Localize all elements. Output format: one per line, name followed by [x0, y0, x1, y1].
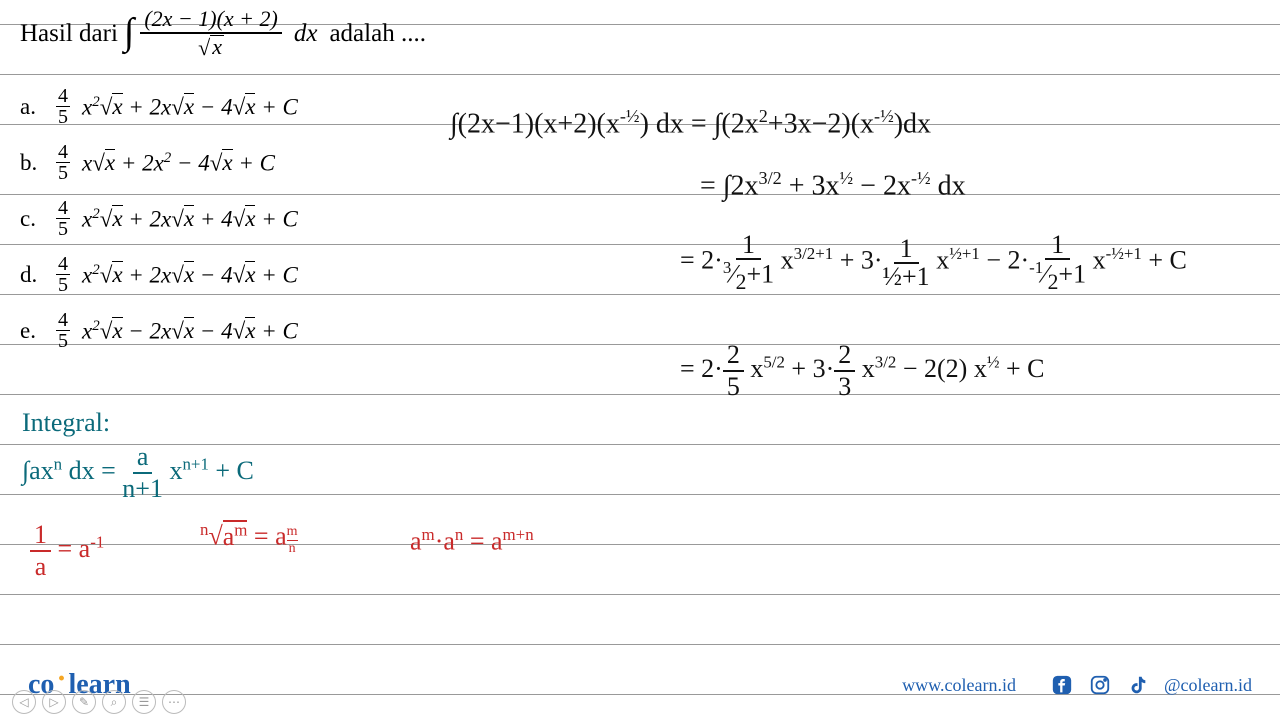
tiktok-icon[interactable]	[1126, 673, 1150, 697]
integral-title: Integral:	[22, 408, 110, 438]
footer-url[interactable]: www.colearn.id	[902, 675, 1016, 696]
differential: dx	[294, 20, 318, 48]
next-button[interactable]: ▷	[42, 690, 66, 714]
option-label: a.	[20, 94, 44, 120]
fraction-icon: 45	[56, 143, 70, 183]
option-label: c.	[20, 206, 44, 232]
option-b: b. 45 x√x + 2x2 − 4√x + C	[20, 135, 1260, 191]
option-e: e. 45 x2√x − 2x√x − 4√x + C	[20, 303, 1260, 359]
footer-right: www.colearn.id @colearn.id	[902, 673, 1252, 697]
integral-rule: ∫axn dx = an+1 xn+1 + C	[22, 442, 254, 504]
answer-options: a. 45 x2√x + 2x√x − 4√x + C b. 45 x√x + …	[20, 79, 1260, 359]
option-expr: x2√x − 2x√x − 4√x + C	[82, 318, 298, 345]
player-controls: ◁ ▷ ✎ ⌕ ☰ ⋯	[12, 690, 186, 714]
page-content: Hasil dari ∫ (2x − 1)(x + 2) x dx adalah…	[0, 0, 1280, 367]
option-a: a. 45 x2√x + 2x√x − 4√x + C	[20, 79, 1260, 135]
question-prefix: Hasil dari	[20, 20, 118, 48]
numerator: (2x − 1)(x + 2)	[140, 8, 282, 34]
option-expr: x2√x + 2x√x − 4√x + C	[82, 262, 298, 289]
option-label: b.	[20, 150, 44, 176]
edit-button[interactable]: ✎	[72, 690, 96, 714]
footer: co·learn www.colearn.id @colearn.id	[0, 658, 1280, 720]
more-button[interactable]: ⋯	[162, 690, 186, 714]
red-rule-1: 1a = a-1	[30, 520, 104, 582]
fraction-icon: 45	[56, 255, 70, 295]
integrand-fraction: (2x − 1)(x + 2) x	[140, 8, 282, 59]
denominator: x	[198, 34, 224, 59]
instagram-icon[interactable]	[1088, 673, 1112, 697]
prev-button[interactable]: ◁	[12, 690, 36, 714]
question-text: Hasil dari ∫ (2x − 1)(x + 2) x dx adalah…	[20, 8, 1260, 59]
option-label: d.	[20, 262, 44, 288]
integral-sign: ∫	[124, 10, 134, 54]
red-rule-2: n√am = amn	[200, 520, 298, 557]
option-label: e.	[20, 318, 44, 344]
facebook-icon[interactable]	[1050, 673, 1074, 697]
option-expr: x√x + 2x2 − 4√x + C	[82, 150, 275, 177]
fraction-icon: 45	[56, 87, 70, 127]
footer-handle[interactable]: @colearn.id	[1164, 675, 1252, 696]
option-expr: x2√x + 2x√x − 4√x + C	[82, 94, 298, 121]
red-rule-3: am·an = am+n	[410, 525, 534, 557]
question-suffix: adalah ....	[329, 20, 425, 48]
option-c: c. 45 x2√x + 2x√x + 4√x + C	[20, 191, 1260, 247]
menu-button[interactable]: ☰	[132, 690, 156, 714]
option-d: d. 45 x2√x + 2x√x − 4√x + C	[20, 247, 1260, 303]
option-expr: x2√x + 2x√x + 4√x + C	[82, 206, 298, 233]
search-button[interactable]: ⌕	[102, 690, 126, 714]
fraction-icon: 45	[56, 199, 70, 239]
fraction-icon: 45	[56, 311, 70, 351]
